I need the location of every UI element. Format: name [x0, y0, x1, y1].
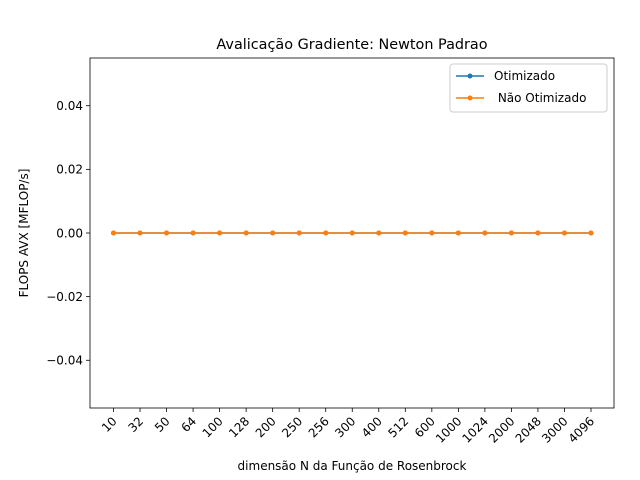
y-axis: −0.04 −0.02 0.00 0.02 0.04 [46, 99, 90, 368]
data-point-nao-otimizado [270, 230, 276, 236]
data-point-nao-otimizado [164, 230, 170, 236]
data-point-nao-otimizado [455, 230, 461, 236]
data-point-nao-otimizado [137, 230, 143, 236]
legend-label-nao-otimizado: Não Otimizado [494, 91, 586, 105]
data-point-nao-otimizado [429, 230, 435, 236]
legend: Otimizado Não Otimizado [449, 63, 608, 113]
data-point-nao-otimizado [588, 230, 594, 236]
y-tick-label: 0.04 [56, 99, 83, 113]
series-layer [111, 230, 594, 236]
data-point-nao-otimizado [190, 230, 196, 236]
data-point-nao-otimizado [508, 230, 514, 236]
data-point-nao-otimizado [535, 230, 541, 236]
data-point-nao-otimizado [296, 230, 302, 236]
data-point-nao-otimizado [402, 230, 408, 236]
y-tick-label: −0.04 [46, 354, 83, 368]
plot-frame [89, 57, 615, 409]
y-tick-label: 0.00 [56, 226, 83, 240]
legend-marker-nao-otimizado [467, 95, 473, 101]
legend-frame [449, 63, 608, 113]
y-axis-label: FLOPS AVX [MFLOP/s] [17, 169, 31, 298]
data-point-nao-otimizado [376, 230, 382, 236]
data-point-nao-otimizado [482, 230, 488, 236]
y-tick-label: −0.02 [46, 290, 83, 304]
data-point-nao-otimizado [111, 230, 116, 236]
data-point-nao-otimizado [349, 230, 355, 236]
x-axis-label: dimensão N da Função de Rosenbrock [238, 459, 467, 473]
series-nao-otimizado [111, 230, 594, 236]
legend-marker-otimizado [467, 73, 473, 79]
y-tick-label: 0.02 [56, 163, 83, 177]
chart-title: Avalicação Gradiente: Newton Padrao [216, 37, 487, 53]
data-point-nao-otimizado [217, 230, 223, 236]
legend-label-otimizado: Otimizado [494, 69, 555, 83]
data-point-nao-otimizado [323, 230, 329, 236]
data-point-nao-otimizado [561, 230, 567, 236]
data-point-nao-otimizado [243, 230, 249, 236]
